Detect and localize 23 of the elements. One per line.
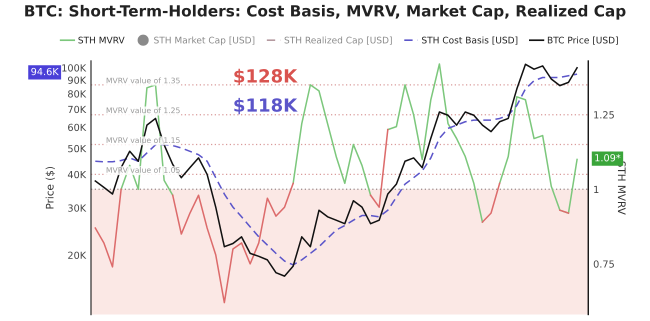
legend-label: BTC Price [USD] — [548, 36, 618, 45]
legend-label: STH Cost Basis [USD] — [422, 36, 518, 45]
chart-title: BTC: Short-Term-Holders: Cost Basis, MVRV, Market Cap, Realized Cap — [25, 4, 626, 20]
y-tick-label: 30K — [68, 204, 86, 212]
y-axis-title: Price ($) — [46, 166, 56, 208]
y-tick-label: 20K — [68, 252, 86, 259]
text: 1.09* — [595, 154, 620, 162]
annotation: $128K — [234, 68, 298, 86]
y-tick-label: 60K — [68, 124, 86, 132]
legend-label: STH Realized Cap [USD] — [284, 36, 392, 46]
y2-tick-label: 1 — [594, 186, 598, 193]
annotation: $118K — [234, 98, 298, 114]
legend-label: STH Market Cap [USD] — [154, 36, 254, 46]
y-tick-label: 70K — [68, 106, 86, 114]
y2-tick-label: 0.75 — [594, 260, 614, 268]
y-tick-label: 100K — [62, 64, 86, 72]
text: 94.6K — [31, 68, 59, 76]
y-tick-label: 90K — [68, 76, 86, 84]
legend-label: STH MVRV — [78, 36, 125, 44]
y-tick-label: 80K — [68, 90, 86, 98]
y2-tick-label: 1.25 — [594, 111, 614, 119]
y-tick-label: 40K — [68, 170, 86, 178]
y-tick-label: 50K — [68, 144, 86, 152]
